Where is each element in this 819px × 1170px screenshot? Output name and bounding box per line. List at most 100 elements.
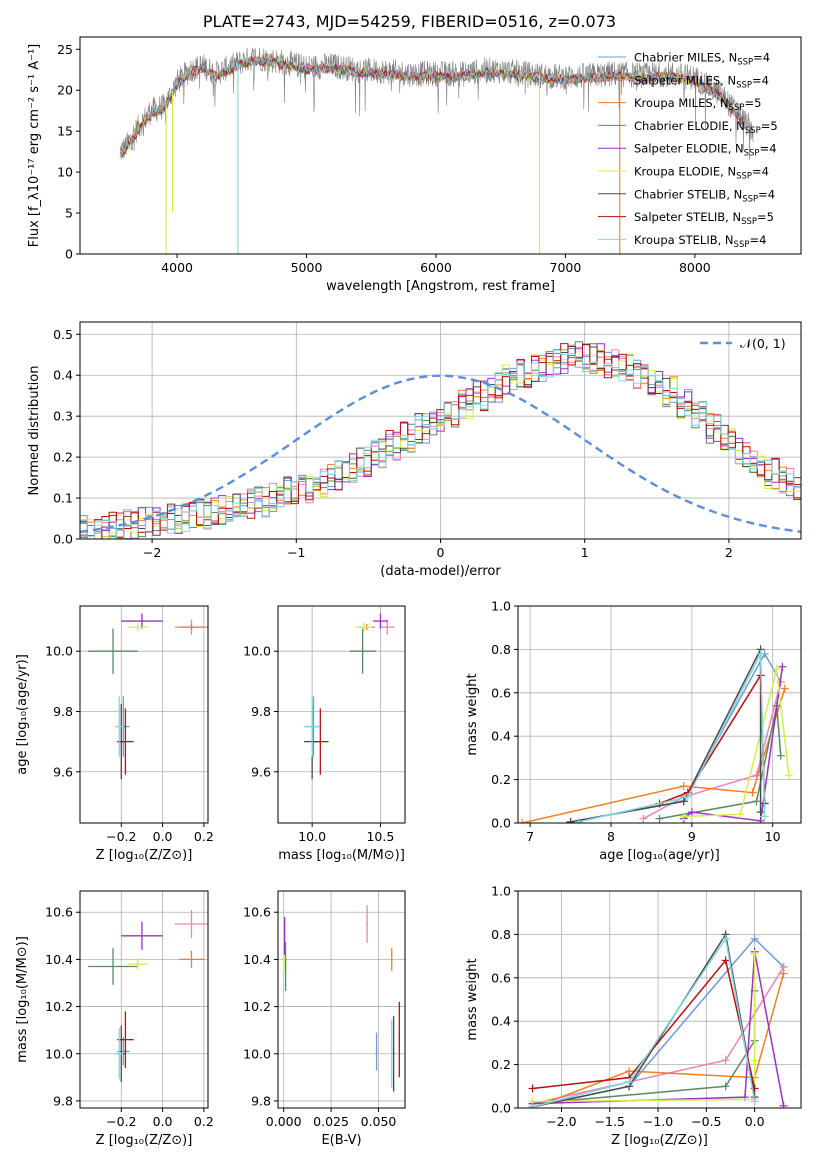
y-tick-label: 0 — [65, 247, 73, 262]
y-tick-label: 0.5 — [53, 327, 73, 342]
axes-age_vs_mass: 10.0 10.5 9.6 9.8 10.0 mass [log₁₀(M/M⊙)] — [243, 605, 406, 863]
x-axis-label: E(B-V) — [321, 1133, 361, 1148]
x-tick-label: 2 — [725, 545, 733, 560]
x-tick-label: 0.050 — [361, 1114, 397, 1129]
x-tick-label: 0.0 — [153, 1114, 173, 1129]
model-spectrum-kroupa_stelib — [119, 55, 745, 156]
y-tick-label: 10.0 — [45, 1046, 73, 1061]
x-tick-label: −1 — [287, 545, 305, 560]
x-axis-label: Z [log₁₀(Z/Z⊙)] — [96, 1133, 193, 1148]
x-tick-label: 0.2 — [194, 829, 214, 844]
x-tick-label: 0.000 — [266, 1114, 302, 1129]
x-axis-label: Z [log₁₀(Z/Z⊙)] — [96, 848, 193, 863]
axes-frame — [277, 890, 406, 1109]
x-tick-label: 8000 — [679, 260, 711, 275]
y-tick-label: 25 — [57, 42, 73, 57]
x-tick-label: 0.0 — [745, 1114, 765, 1129]
x-tick-label: 4000 — [161, 260, 193, 275]
histogram-salpeter_elodie — [80, 343, 801, 539]
histogram-chabrier_miles — [80, 346, 801, 539]
legend-label-normal: 𝒩(0, 1) — [740, 336, 786, 351]
plot-area — [88, 909, 208, 1083]
y-tick-label: 0.1 — [53, 491, 73, 506]
x-tick-label: −0.2 — [106, 829, 136, 844]
plot-area — [119, 47, 754, 254]
model-spectrum-salpeter_stelib — [119, 56, 745, 155]
y-tick-label: 1.0 — [491, 599, 511, 614]
axes-frame — [79, 605, 209, 824]
y-tick-label: 20 — [57, 83, 73, 98]
plot-area — [528, 930, 788, 1108]
y-tick-label: 0.4 — [491, 729, 511, 744]
plot-area — [518, 645, 793, 823]
x-tick-label: −0.5 — [691, 1114, 721, 1129]
legend: Chabrier MILES, NSSP=4 Salpeter MILES, NS… — [598, 51, 778, 250]
x-tick-label: 5000 — [291, 260, 323, 275]
y-tick-label: 0.0 — [53, 532, 73, 547]
y-tick-label: 9.8 — [53, 704, 73, 719]
x-tick-label: 6000 — [420, 260, 452, 275]
legend-label: Chabrier STELIB, NSSP=4 — [634, 187, 775, 204]
y-axis-label: mass weight — [465, 673, 480, 755]
weight-line-salpeter_stelib — [532, 958, 756, 1090]
x-tick-label: −2 — [143, 545, 161, 560]
y-tick-label: 10.2 — [45, 999, 73, 1014]
weight-line-chabrier_elodie — [532, 990, 756, 1105]
weight-line-chabrier_stelib — [532, 932, 756, 1108]
x-tick-label: 0.0 — [153, 829, 173, 844]
x-tick-label: 7 — [526, 829, 534, 844]
plot-area — [283, 905, 401, 1092]
y-axis-label: mass weight — [465, 958, 480, 1040]
legend-label: Salpeter MILES, NSSP=4 — [634, 73, 769, 90]
y-tick-label: 0.0 — [491, 1101, 511, 1116]
y-tick-label: 9.6 — [53, 764, 73, 779]
axes-mass_vs_z: −0.2 0.0 0.2 9.8 10.0 10.2 10.4 10.6 Z [log₁₀(Z/… — [15, 890, 214, 1148]
x-tick-label: 1 — [581, 545, 589, 560]
x-tick-label: −2.0 — [546, 1114, 576, 1129]
y-tick-label: 10.0 — [243, 1046, 271, 1061]
y-tick-label: 15 — [57, 124, 73, 139]
axes-frame — [79, 36, 802, 255]
x-axis-label: (data-model)/error — [380, 564, 501, 579]
figure-title: PLATE=2743, MJD=54259, FIBERID=0516, z=0… — [202, 12, 617, 31]
x-tick-label: 8 — [607, 829, 615, 844]
weight-line-salpeter_stelib — [659, 672, 766, 805]
legend-label: Kroupa ELODIE, NSSP=4 — [634, 165, 769, 182]
y-tick-label: 10 — [57, 165, 73, 180]
x-tick-label: 7000 — [550, 260, 582, 275]
y-tick-label: 0.6 — [491, 970, 511, 985]
y-tick-label: 0.8 — [491, 927, 511, 942]
weight-line-salpeter_elodie — [683, 666, 784, 822]
axes-weight_vs_z: −2.0 −1.5 −1.0 −0.5 0.0 0.0 0.2 0.4 0.6 0.8 1.0 Z [… — [465, 884, 802, 1148]
y-tick-label: 0.0 — [491, 816, 511, 831]
y-tick-label: 0.6 — [491, 685, 511, 700]
y-tick-label: 9.6 — [251, 764, 271, 779]
weight-line-kroupa_elodie — [683, 668, 790, 818]
weight-line-kroupa_stelib — [578, 653, 766, 823]
y-tick-label: 9.8 — [251, 704, 271, 719]
axes-frame — [517, 605, 802, 824]
weight-line-chabrier_stelib — [570, 649, 762, 823]
x-tick-label: 10.5 — [366, 829, 394, 844]
y-tick-label: 0.3 — [53, 409, 73, 424]
weight-line-salpeter_miles — [642, 681, 782, 820]
x-tick-label: −0.2 — [106, 1114, 136, 1129]
axes-mass_vs_ebv: 0.000 0.025 0.050 9.8 10.0 10.2 10.4 10.6 E(B-V) — [243, 890, 406, 1148]
y-axis-label: Normed distribution — [27, 366, 42, 496]
legend-label: Salpeter STELIB, NSSP=5 — [634, 210, 774, 227]
weight-line-chabrier_elodie — [659, 705, 782, 820]
y-axis-label: mass [log₁₀(M/M⊙)] — [15, 936, 30, 1063]
legend-label: Salpeter ELODIE, NSSP=4 — [634, 142, 777, 159]
y-tick-label: 0.4 — [53, 368, 73, 383]
legend-label: Kroupa MILES, NSSP=5 — [634, 96, 761, 113]
y-axis-label: Flux [f_λ10⁻¹⁷ erg cm⁻² s⁻¹ A⁻¹] — [27, 44, 42, 248]
y-tick-label: 5 — [65, 206, 73, 221]
x-axis-label: mass [log₁₀(M/M⊙)] — [278, 848, 405, 863]
axes-frame — [277, 605, 406, 824]
x-tick-label: 10 — [765, 829, 781, 844]
y-tick-label: 10.2 — [243, 999, 271, 1014]
y-tick-label: 10.4 — [45, 952, 73, 967]
axes-age_vs_z: −0.2 0.0 0.2 9.6 9.8 10.0 Z [log₁₀(Z/Z⊙)] age [… — [15, 605, 214, 863]
legend-label: Chabrier ELODIE, NSSP=5 — [634, 119, 778, 136]
